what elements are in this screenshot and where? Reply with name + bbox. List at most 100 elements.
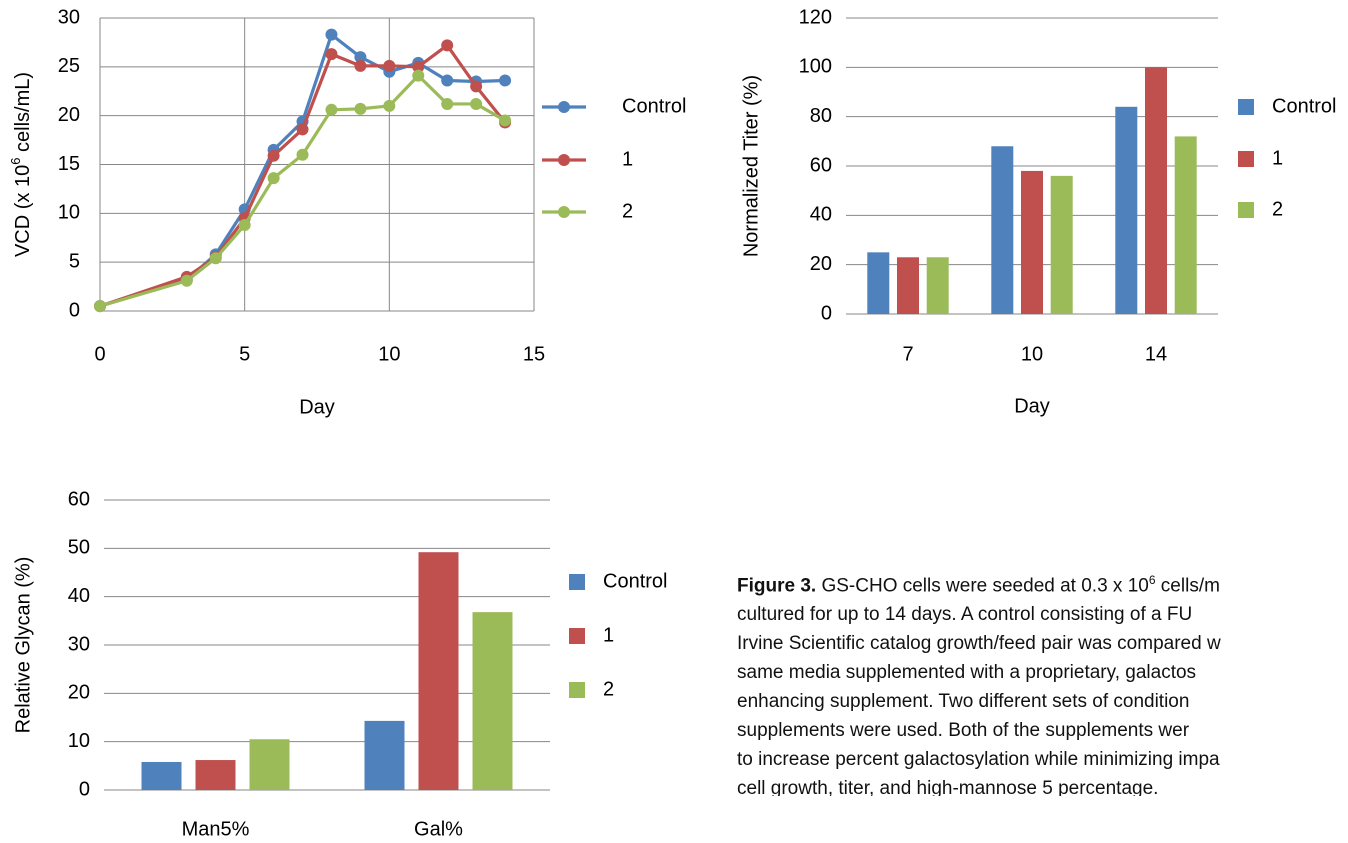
vcd-data-point — [441, 97, 454, 110]
titer-bar-1 — [897, 257, 919, 314]
vcd-data-point — [325, 28, 338, 41]
vcd-data-point — [354, 51, 367, 64]
glycan-legend-swatch — [569, 628, 585, 644]
glycan-legend-label: 2 — [603, 678, 614, 700]
titer-bar-Control — [867, 252, 890, 314]
titer-legend-swatch — [1238, 151, 1254, 167]
titer-bar-2 — [1174, 136, 1197, 314]
vcd-legend-label: 1 — [622, 148, 633, 170]
titer-bar-1 — [1021, 170, 1043, 314]
vcd-x-tick-label: 5 — [239, 343, 250, 365]
vcd-data-point — [470, 75, 483, 88]
vcd-y-tick-label: 10 — [58, 202, 80, 224]
vcd-data-point — [267, 172, 280, 185]
glycan-legend-label: Control — [603, 570, 667, 592]
titer-bar-Control — [1115, 106, 1138, 314]
vcd-data-point — [412, 56, 425, 69]
vcd-y-tick-label: 0 — [69, 299, 80, 321]
vcd-data-point — [267, 149, 280, 162]
titer-bar-1 — [1145, 67, 1167, 314]
caption-line-6: supplements were used. Both of the suppl… — [737, 720, 1190, 742]
vcd-x-tick-label: 0 — [94, 343, 105, 365]
vcd-data-point — [94, 300, 106, 313]
titer-y-tick-label: 0 — [821, 302, 832, 324]
vcd-series-line-2 — [99, 74, 506, 308]
vcd-series-line-1 — [99, 43, 507, 308]
caption-lead: Figure 3. — [737, 575, 817, 597]
vcd-x-axis-label: Day — [299, 396, 335, 418]
caption-line-7: to increase percent galactosylation whil… — [737, 749, 1220, 771]
vcd-data-point — [325, 103, 338, 116]
vcd-data-point — [209, 248, 222, 261]
titer-bar-Control — [991, 146, 1014, 314]
vcd-y-tick-label: 25 — [58, 55, 80, 77]
vcd-data-point — [383, 65, 396, 78]
titer-y-tick-label: 80 — [810, 105, 832, 127]
caption-superscript: 6 — [1148, 573, 1156, 587]
glycan-y-tick-label: 20 — [68, 682, 90, 704]
vcd-data-point — [180, 274, 193, 287]
titer-legend-label: 1 — [1272, 147, 1283, 169]
caption-line-4: same media supplemented with a proprieta… — [737, 662, 1197, 684]
glycan-legend-swatch — [569, 682, 585, 698]
glycan-y-tick-label: 50 — [68, 537, 90, 559]
vcd-data-point — [470, 97, 483, 110]
glycan-y-tick-label: 30 — [68, 633, 90, 655]
vcd-data-point — [296, 115, 309, 128]
vcd-legend-marker — [558, 101, 570, 113]
glycan-y-axis-label: Relative Glycan (%) — [12, 557, 34, 734]
titer-y-tick-label: 20 — [810, 253, 832, 275]
glycan-y-tick-label: 60 — [68, 488, 90, 510]
vcd-data-point — [412, 60, 425, 73]
titer-y-tick-label: 120 — [799, 6, 832, 28]
titer-bar-2 — [1050, 175, 1073, 314]
vcd-series-line-Control — [99, 33, 506, 308]
vcd-y-tick-label: 30 — [58, 6, 80, 28]
glycan-y-tick-label: 40 — [68, 585, 90, 607]
vcd-data-point — [354, 59, 367, 72]
vcd-data-point — [499, 116, 512, 129]
vcd-data-point — [325, 48, 338, 61]
vcd-y-tick-label: 15 — [58, 153, 80, 175]
titer-bar-2 — [926, 257, 949, 314]
glycan-bar-2 — [472, 612, 513, 790]
titer-y-tick-label: 100 — [799, 56, 832, 78]
vcd-data-point — [296, 148, 309, 161]
glycan-x-tick-label: Gal% — [414, 818, 463, 840]
vcd-data-point — [354, 102, 367, 115]
titer-x-tick-label: 14 — [1145, 343, 1167, 365]
vcd-data-point — [383, 59, 396, 72]
caption-line-1: GS-CHO cells were seeded at 0.3 x 10 — [816, 575, 1149, 597]
titer-x-tick-label: 7 — [902, 343, 913, 365]
figure-caption: Figure 3. GS-CHO cells were seeded at 0.… — [737, 566, 1348, 796]
vcd-data-point — [180, 273, 193, 286]
glycan-bar-1 — [418, 552, 459, 790]
vcd-data-point — [94, 300, 106, 313]
caption-line-1-end: cells/m — [1155, 575, 1220, 597]
titer-y-tick-label: 60 — [810, 154, 832, 176]
vcd-data-point — [238, 212, 251, 225]
vcd-data-point — [238, 219, 251, 232]
vcd-data-point — [499, 74, 512, 87]
vcd-data-point — [499, 114, 512, 127]
caption-line-5: enhancing supplement. Two different sets… — [737, 691, 1190, 713]
titer-legend-swatch — [1238, 202, 1254, 218]
vcd-legend-label: 2 — [622, 200, 633, 222]
vcd-data-point — [470, 80, 483, 93]
caption-line-8: cell growth, titer, and high-mannose 5 p… — [737, 778, 1159, 796]
vcd-data-point — [412, 69, 425, 82]
glycan-bar-Control — [141, 761, 182, 790]
glycan-legend-label: 1 — [603, 624, 614, 646]
glycan-y-tick-label: 10 — [68, 730, 90, 752]
vcd-x-tick-label: 10 — [378, 343, 400, 365]
titer-x-tick-label: 10 — [1021, 343, 1043, 365]
vcd-data-point — [180, 270, 193, 283]
vcd-y-axis-label: VCD (x 106 cells/mL) — [8, 72, 34, 257]
titer-legend-label: Control — [1272, 95, 1336, 117]
glycan-bar-Control — [364, 720, 405, 790]
vcd-legend-marker — [558, 206, 570, 218]
titer-legend-label: 2 — [1272, 198, 1283, 220]
vcd-legend-marker — [558, 154, 570, 166]
glycan-bar-1 — [195, 760, 236, 790]
vcd-data-point — [441, 39, 454, 52]
